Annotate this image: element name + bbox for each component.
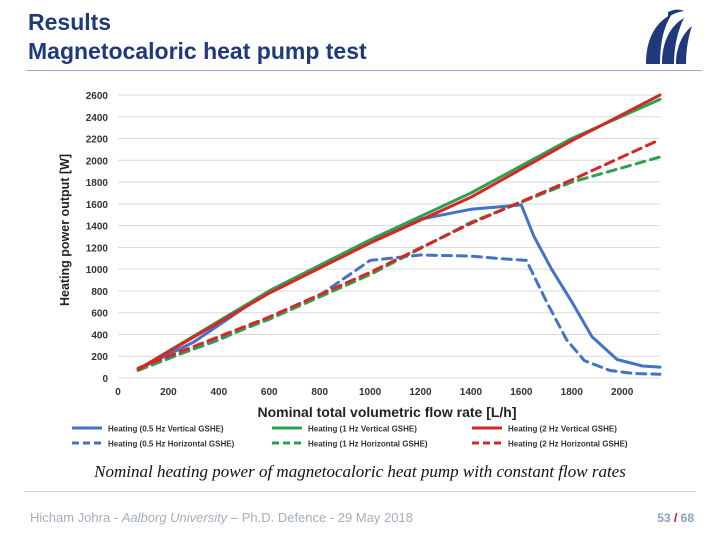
x-tick-800: 800	[311, 387, 328, 398]
y-tick-1000: 1000	[86, 265, 109, 276]
aau-logo-icon	[646, 9, 692, 64]
x-tick-2000: 2000	[611, 387, 634, 398]
series-line-4	[136, 93, 662, 371]
title-divider	[26, 70, 702, 71]
series-line-5	[136, 138, 662, 370]
series-line-1	[136, 253, 662, 376]
heating-power-chart: 0200400600800100012001400160018002000220…	[58, 91, 662, 449]
x-tick-600: 600	[261, 387, 278, 398]
y-tick-0: 0	[102, 374, 108, 385]
y-tick-1200: 1200	[86, 243, 109, 254]
chart-series	[136, 93, 662, 376]
y-tick-2200: 2200	[86, 135, 109, 146]
x-tick-1800: 1800	[561, 387, 584, 398]
legend-label-3: Heating (1 Hz Horizontal GSHE)	[308, 440, 428, 449]
page-current: 53	[657, 511, 671, 525]
y-tick-200: 200	[91, 352, 108, 363]
legend-label-1: Heating (0.5 Hz Horizontal GSHE)	[108, 440, 235, 449]
page-separator: /	[670, 511, 681, 525]
chart-legend: Heating (0.5 Hz Vertical GSHE) Heating (0…	[72, 425, 628, 449]
x-tick-200: 200	[160, 387, 177, 398]
y-tick-800: 800	[91, 287, 108, 298]
title-line-subject: Magnetocaloric heat pump test	[28, 38, 367, 64]
footer-author: Hicham Johra -	[30, 510, 122, 525]
x-tick-400: 400	[210, 387, 227, 398]
page-number: 53 / 68	[657, 511, 694, 525]
x-tick-1600: 1600	[510, 387, 533, 398]
y-tick-600: 600	[91, 309, 108, 320]
y-axis-label: Heating power output [W]	[58, 154, 72, 306]
page-total: 68	[680, 511, 694, 525]
x-tick-0: 0	[115, 387, 121, 398]
x-tick-1400: 1400	[460, 387, 483, 398]
legend-label-4: Heating (2 Hz Vertical GSHE)	[508, 425, 617, 434]
y-tick-labels: 0 200 400 600 800 1000 1200 1400 1600 1800 2000 220…	[86, 91, 109, 385]
x-tick-1200: 1200	[409, 387, 432, 398]
footer-event: – Ph.D. Defence - 29 May 2018	[227, 510, 413, 525]
legend-label-2: Heating (1 Hz Vertical GSHE)	[308, 425, 417, 434]
y-tick-2000: 2000	[86, 156, 109, 167]
y-tick-400: 400	[91, 330, 108, 341]
x-tick-1000: 1000	[359, 387, 382, 398]
x-axis-label: Nominal total volumetric flow rate [L/h]	[257, 404, 516, 420]
legend-label-0: Heating (0.5 Hz Vertical GSHE)	[108, 425, 224, 434]
series-line-2	[136, 97, 662, 371]
y-tick-1400: 1400	[86, 222, 109, 233]
y-tick-2400: 2400	[86, 113, 109, 124]
caption-divider	[24, 491, 696, 492]
chart-grid	[118, 94, 660, 379]
legend-label-5: Heating (2 Hz Horizontal GSHE)	[508, 440, 628, 449]
y-tick-1600: 1600	[86, 200, 109, 211]
y-tick-1800: 1800	[86, 178, 109, 189]
x-tick-labels: 0 200 400 600 800 1000 1200 1400 1600 1800 2000	[115, 387, 634, 398]
title-line-results: Results	[28, 9, 112, 35]
figure-caption: Nominal heating power of magnetocaloric …	[94, 462, 626, 481]
footer-institution: Aalborg University	[121, 510, 228, 525]
y-tick-2600: 2600	[86, 91, 109, 102]
slide-title: Results Magnetocaloric heat pump test	[28, 8, 367, 66]
footer-credit: Hicham Johra - Aalborg University – Ph.D…	[30, 510, 413, 525]
